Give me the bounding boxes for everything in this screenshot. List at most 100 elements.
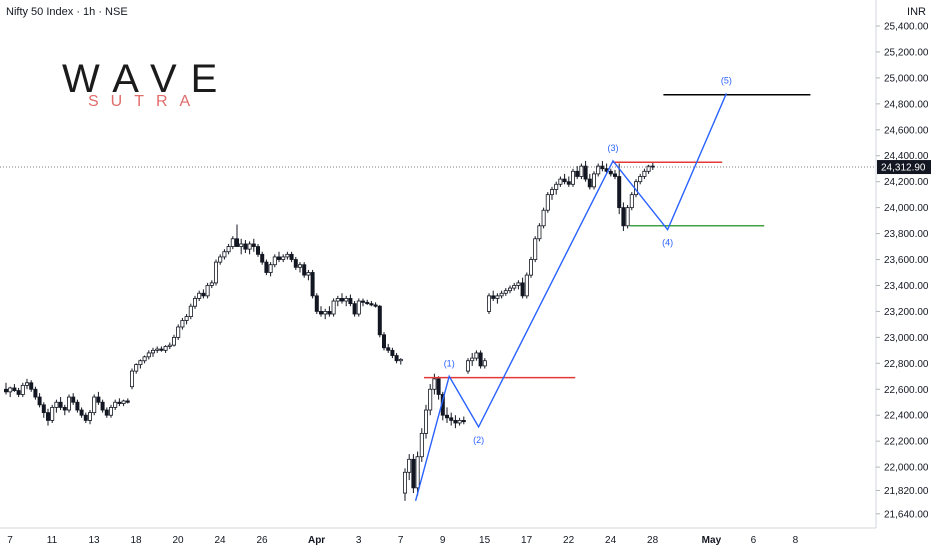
candle <box>533 236 538 263</box>
candle-body-up <box>184 316 189 321</box>
candle-body-down <box>369 303 374 306</box>
candle-body-up <box>415 456 420 489</box>
candle-body-up <box>402 471 407 494</box>
candle <box>142 355 147 364</box>
candle-body-down <box>96 396 101 403</box>
candle <box>432 373 437 395</box>
candle-body-up <box>419 432 424 458</box>
candle-body-up <box>323 311 328 315</box>
candle <box>96 391 101 405</box>
candle-body-down <box>360 300 365 303</box>
candle <box>230 236 235 250</box>
currency-label: INR <box>907 6 926 18</box>
candle-body-down <box>83 414 88 421</box>
candle-body-up <box>209 282 214 286</box>
candle-body-up <box>54 401 59 408</box>
candle <box>482 358 487 369</box>
time-tick-label: 24 <box>605 535 617 546</box>
candle-body-up <box>398 359 403 362</box>
candle <box>625 205 630 229</box>
candle <box>167 342 172 350</box>
candle-body-down <box>608 170 613 175</box>
time-axis[interactable]: 7 11 13 18 20 24 26 Apr 3 7 9 15 17 22 24 28 May 6 8 <box>0 527 876 546</box>
price-tick-label: 22,600.00 <box>884 385 929 396</box>
candle <box>260 251 265 265</box>
candle-body-up <box>465 360 470 372</box>
candle-body-down <box>381 334 386 349</box>
candle-body-up <box>558 178 563 185</box>
candle-body-up <box>121 400 126 404</box>
candle <box>512 282 517 291</box>
price-tick-label: 23,200.00 <box>884 307 929 318</box>
candle <box>348 294 353 307</box>
candle-body-up <box>8 387 13 393</box>
candle-body-down <box>100 401 105 411</box>
candle-body-up <box>213 261 218 284</box>
candle-body-up <box>646 165 651 172</box>
candle <box>251 238 256 252</box>
candle-body-up <box>167 344 172 347</box>
candle-body-up <box>331 300 336 315</box>
candle-body-down <box>621 207 626 227</box>
candle <box>470 352 475 366</box>
candle-body-up <box>272 256 277 266</box>
candle-body-up <box>344 298 349 302</box>
price-tick-label: 24,400.00 <box>884 151 929 162</box>
candle-body-up <box>335 298 340 302</box>
candle <box>79 407 84 418</box>
time-tick-label: 6 <box>751 535 757 546</box>
candle <box>545 192 550 213</box>
candle-body-down <box>29 382 34 390</box>
candle <box>125 398 130 404</box>
candle-body-up <box>524 274 529 297</box>
candle <box>428 384 433 416</box>
price-tick-label: 24,800.00 <box>884 99 929 110</box>
candle-body-up <box>109 407 114 416</box>
candle-body-up <box>537 225 542 240</box>
candle-body-down <box>33 388 38 398</box>
candle <box>537 223 542 242</box>
candle <box>495 293 500 304</box>
time-tick-label: 22 <box>563 535 575 546</box>
candle-body-down <box>444 414 449 419</box>
candle <box>554 181 559 195</box>
candle-body-down <box>314 295 319 312</box>
candle-body-up <box>146 352 151 358</box>
candles-layer <box>4 160 655 501</box>
candle-body-down <box>251 243 256 247</box>
candle-body-down <box>79 409 84 416</box>
candle-body-down <box>159 348 164 351</box>
candle <box>218 254 223 265</box>
candle <box>281 254 286 263</box>
candle <box>608 168 613 177</box>
candle <box>503 288 508 296</box>
candle-body-down <box>478 352 483 367</box>
candle <box>419 428 424 462</box>
candle <box>62 404 67 416</box>
chart-title: Nifty 50 Index · 1h · NSE <box>6 6 128 18</box>
candle <box>83 412 88 423</box>
candle-body-up <box>129 370 134 388</box>
candle-body-down <box>436 378 441 395</box>
candle <box>71 393 76 405</box>
candle <box>402 468 407 501</box>
candle <box>155 346 160 353</box>
candle-body-up <box>50 407 55 421</box>
candle <box>268 262 273 277</box>
candle-body-up <box>554 183 559 190</box>
candle-body-down <box>562 178 567 183</box>
candle <box>75 399 80 413</box>
candle-body-up <box>638 176 643 183</box>
candle <box>529 256 534 278</box>
candle <box>184 314 189 325</box>
price-tick-label: 22,800.00 <box>884 359 929 370</box>
candle-body-up <box>356 300 361 315</box>
candle-body-down <box>613 173 618 177</box>
candle <box>453 415 458 429</box>
candle <box>4 382 9 395</box>
price-axis[interactable]: 21,640.00 21,820.00 22,000.00 22,200.00 22,4… <box>875 0 929 528</box>
time-tick-label: 11 <box>47 535 58 546</box>
candle-body-up <box>268 264 273 273</box>
candle <box>222 249 227 260</box>
